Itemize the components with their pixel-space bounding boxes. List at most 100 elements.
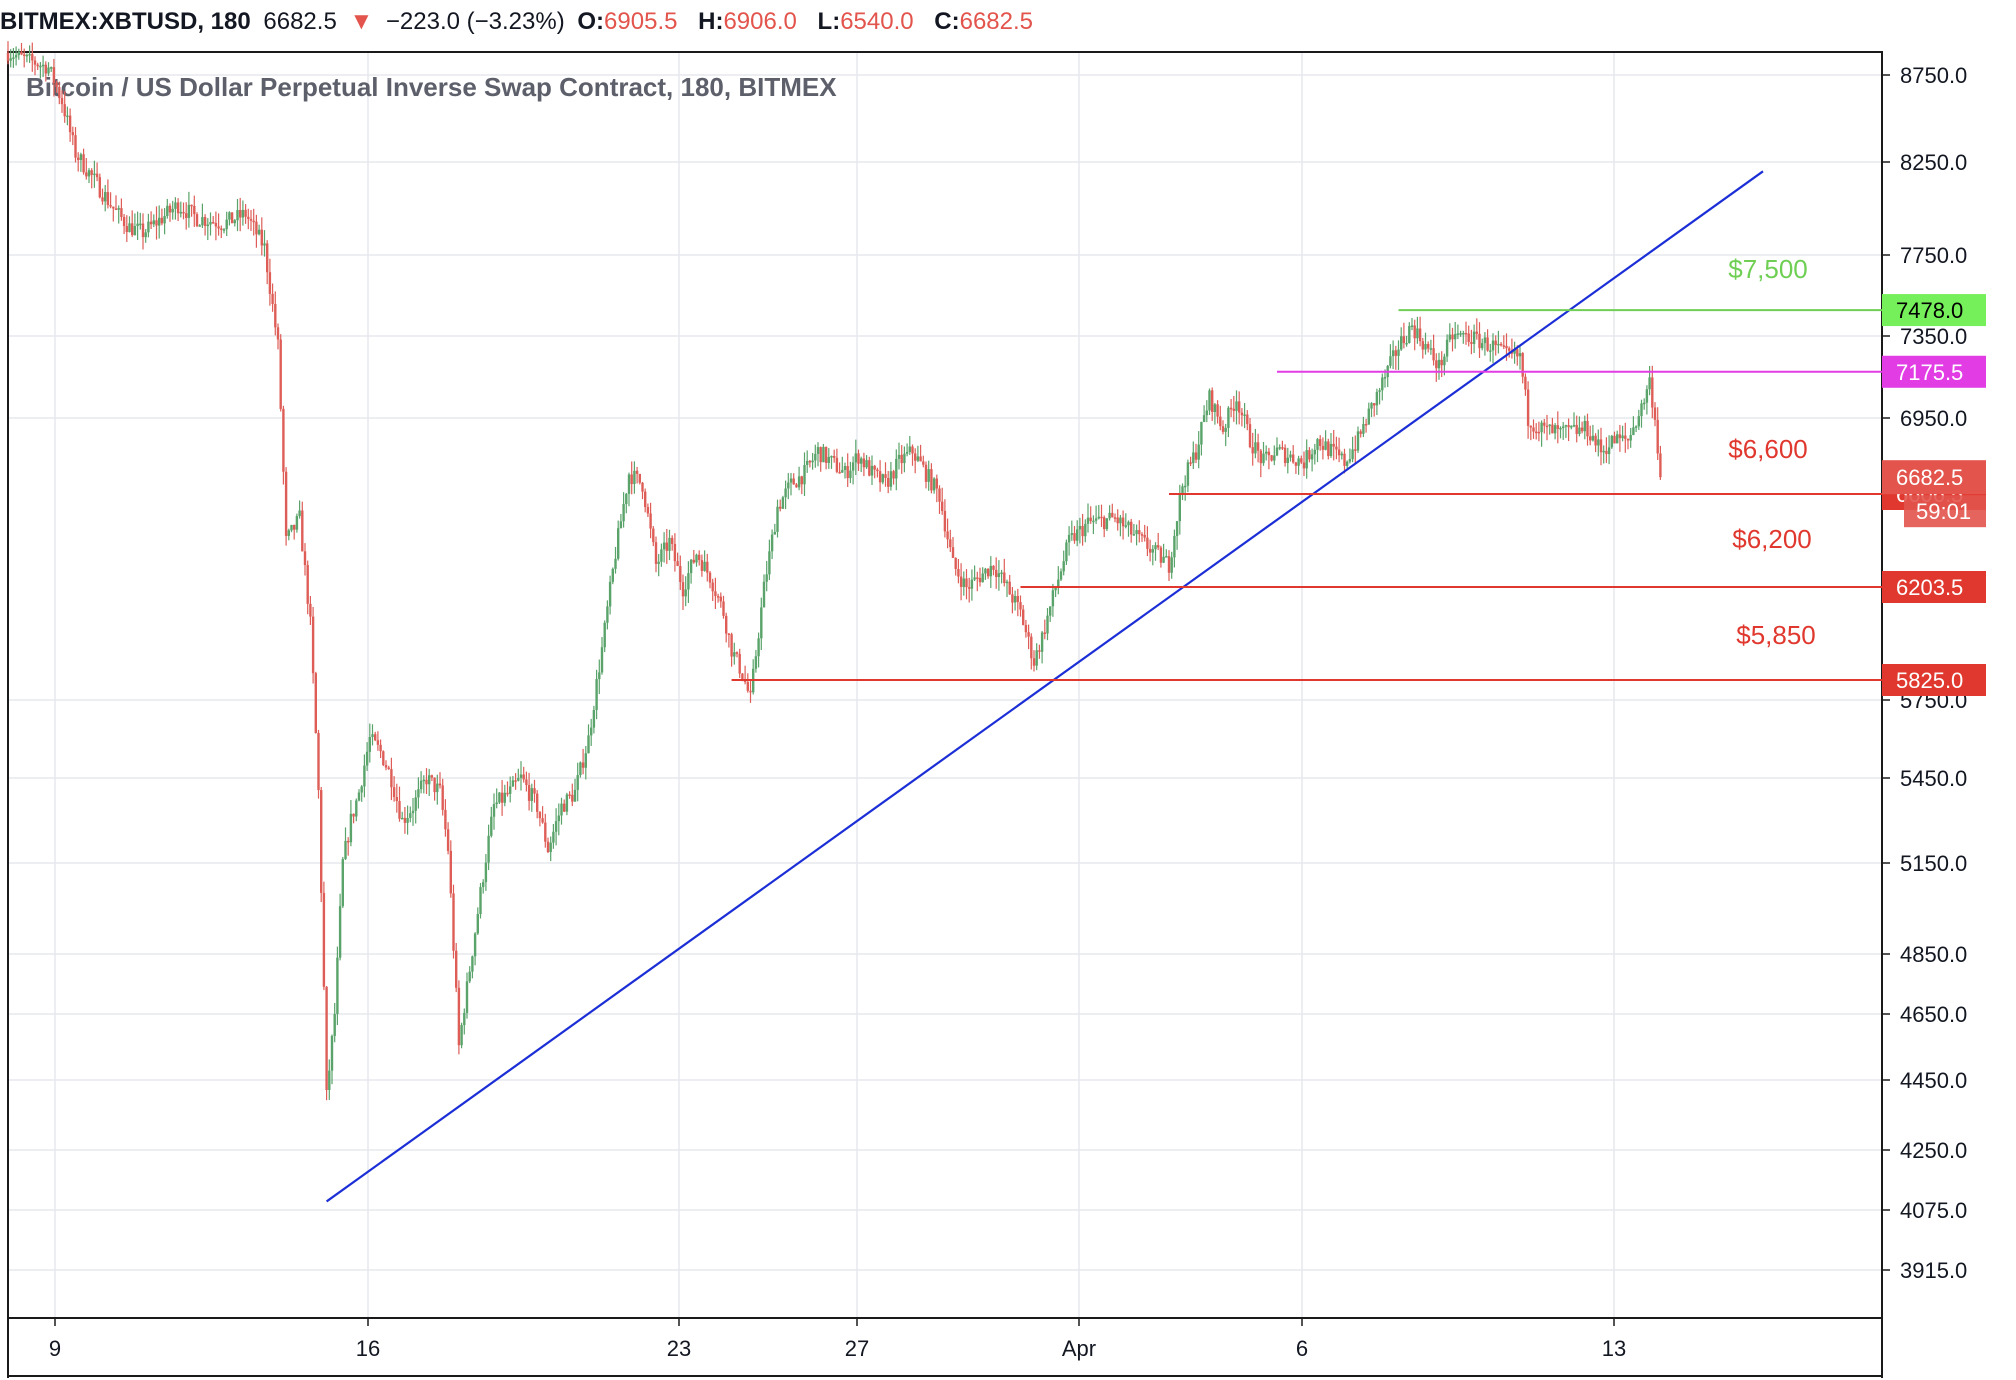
low-label: L:	[817, 8, 841, 35]
candle-up	[414, 797, 417, 811]
candle-up	[1086, 517, 1090, 524]
candle-down	[514, 780, 517, 782]
candle-down	[101, 197, 104, 202]
candle-down	[106, 192, 110, 206]
candle-down	[122, 217, 126, 227]
candle-up	[1151, 549, 1154, 553]
candle-up	[1213, 404, 1217, 412]
candle-down	[23, 54, 26, 56]
candle-down	[1024, 624, 1028, 633]
candle-up	[503, 792, 506, 803]
candle-up	[482, 882, 485, 888]
candle-down	[6, 52, 10, 61]
candle-down	[1194, 452, 1198, 460]
candle-down	[749, 690, 752, 693]
candle-up	[1202, 415, 1206, 423]
candle-down	[581, 762, 585, 768]
candle-down	[644, 491, 647, 508]
candle-up	[1254, 442, 1257, 454]
candle-down	[1148, 548, 1152, 553]
candle-down	[900, 454, 903, 464]
candle-down	[935, 478, 938, 489]
candle-down	[533, 788, 536, 794]
candle-up	[606, 606, 609, 623]
plot-frame	[7, 51, 1883, 1319]
candle-down	[1030, 636, 1033, 659]
candle-up	[509, 786, 512, 794]
candle-down	[1300, 458, 1303, 463]
candle-down	[838, 471, 841, 474]
candle-down	[1526, 389, 1530, 426]
candle-up	[336, 957, 339, 1014]
candle-down	[1543, 422, 1546, 426]
last-price-tag-label: 6682.5	[1896, 465, 1963, 490]
candle-up	[128, 223, 131, 233]
candle-up	[1205, 410, 1208, 416]
candle-down	[884, 474, 887, 479]
candle-down	[641, 482, 644, 492]
price-line-tag-label: 7175.5	[1896, 360, 1963, 385]
price-level-label: $6,600	[1728, 434, 1808, 464]
candle-up	[1000, 572, 1003, 574]
candle-down	[878, 471, 882, 483]
candle-down	[309, 603, 312, 617]
candle-down	[403, 817, 407, 823]
candle-down	[314, 673, 317, 733]
candle-down	[1219, 416, 1222, 427]
candle-down	[727, 633, 731, 636]
candle-up	[1632, 427, 1635, 436]
close-value: 6682.5	[959, 8, 1033, 35]
candle-up	[1481, 343, 1484, 349]
candle-down	[681, 582, 685, 597]
candle-up	[854, 453, 857, 463]
candle-down	[708, 572, 712, 583]
candle-up	[687, 573, 690, 590]
candle-up	[1208, 390, 1211, 411]
candle-down	[714, 591, 717, 597]
candle-down	[1337, 449, 1341, 456]
candle-up	[1518, 353, 1522, 357]
y-tick-label: 4850.0	[1900, 942, 1967, 967]
candle-down	[1521, 353, 1524, 377]
candle-down	[1121, 517, 1125, 527]
last-price: 6682.5	[263, 8, 337, 35]
candle-down	[1211, 390, 1214, 412]
candle-up	[619, 521, 623, 529]
candle-down	[1221, 426, 1225, 432]
candle-down	[941, 501, 944, 511]
candle-down	[1281, 447, 1284, 449]
symbol-label[interactable]: BITMEX:XBTUSD, 180	[0, 8, 251, 35]
candle-down	[1138, 530, 1141, 535]
candle-down	[1343, 453, 1346, 466]
candle-down	[317, 732, 320, 791]
candle-up	[517, 777, 520, 781]
candle-down	[1032, 658, 1036, 666]
candle-up	[1119, 517, 1122, 524]
candle-down	[738, 653, 741, 674]
candle-up	[849, 470, 852, 479]
candle-down	[252, 220, 255, 223]
candle-up	[1178, 494, 1181, 522]
y-tick-label: 8250.0	[1900, 150, 1967, 175]
candle-down	[77, 157, 80, 160]
candle-up	[1391, 350, 1395, 357]
candle-down	[808, 460, 812, 463]
candle-up	[1389, 356, 1392, 366]
candle-up	[468, 971, 471, 982]
candle-down	[1594, 435, 1597, 446]
candle-down	[1327, 441, 1330, 457]
candle-up	[1278, 447, 1281, 449]
candle-up	[1049, 606, 1052, 616]
candle-down	[306, 565, 309, 604]
candle-up	[117, 208, 120, 210]
candle-up	[1340, 453, 1343, 456]
candle-down	[1248, 424, 1252, 448]
price-change: −223.0 (−3.23%)	[385, 8, 565, 35]
candle-up	[1227, 407, 1230, 428]
candle-up	[241, 209, 245, 218]
candle-up	[1184, 485, 1187, 488]
candle-down	[230, 212, 234, 224]
candle-down	[1440, 359, 1443, 366]
candle-up	[1165, 556, 1168, 558]
